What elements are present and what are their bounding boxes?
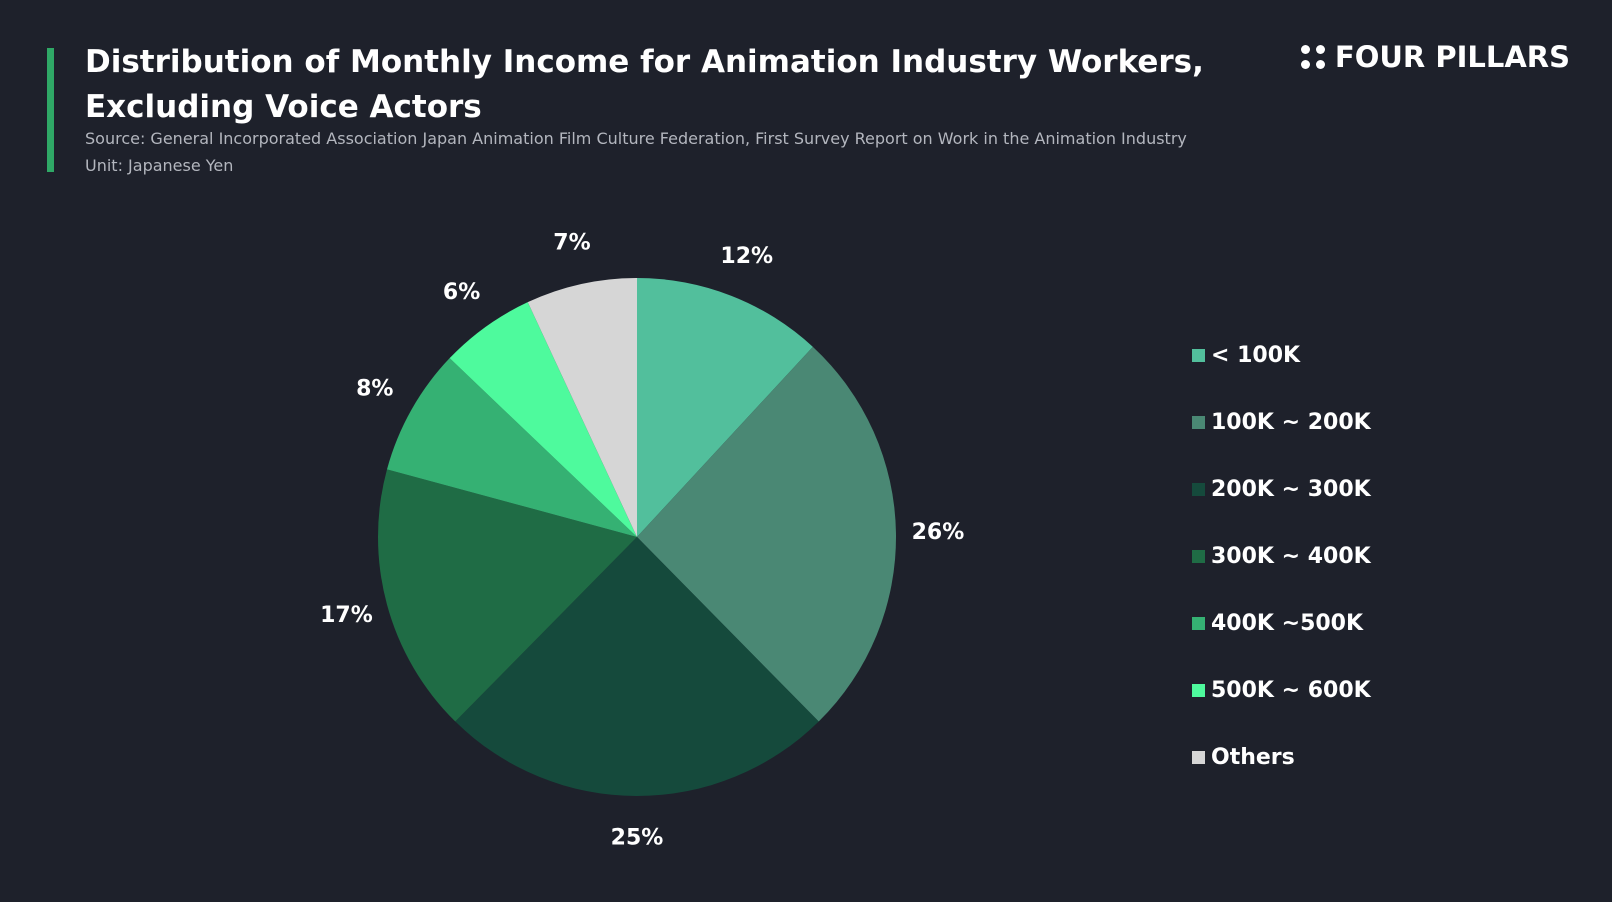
slice-data-label: 7%: [553, 231, 590, 256]
pie-slice-3: [378, 469, 637, 722]
chart-unit: Unit: Japanese Yen: [85, 156, 234, 175]
legend-label: 300K ~ 400K: [1211, 544, 1371, 569]
legend-label: 400K ~500K: [1211, 611, 1364, 636]
legend-swatch: [1192, 550, 1205, 563]
legend-label: < 100K: [1211, 343, 1301, 368]
legend-item: Others: [1192, 724, 1371, 791]
slice-data-label: 17%: [320, 603, 373, 628]
legend-label: Others: [1211, 745, 1295, 770]
slice-data-label: 8%: [356, 377, 393, 402]
legend-label: 200K ~ 300K: [1211, 477, 1371, 502]
title-accent-bar: [47, 48, 54, 172]
pie-slice-1: [637, 346, 896, 722]
legend-label: 100K ~ 200K: [1211, 410, 1371, 435]
pie-slice-6: [527, 278, 637, 537]
brand-logo: FOUR PILLARS: [1300, 40, 1570, 74]
four-dots-logo-icon: [1300, 45, 1325, 69]
pie-slices: [378, 278, 896, 796]
chart-legend: < 100K 100K ~ 200K 200K ~ 300K 300K ~ 400K 4…: [1192, 322, 1371, 791]
legend-swatch: [1192, 349, 1205, 362]
legend-item: 500K ~ 600K: [1192, 657, 1371, 724]
legend-swatch: [1192, 617, 1205, 630]
chart-source: Source: General Incorporated Association…: [85, 129, 1187, 148]
legend-swatch: [1192, 751, 1205, 764]
legend-item: < 100K: [1192, 322, 1371, 389]
legend-item: 100K ~ 200K: [1192, 389, 1371, 456]
slice-data-label: 12%: [720, 244, 773, 269]
slice-data-label: 25%: [611, 826, 664, 851]
slice-data-label: 26%: [912, 520, 965, 545]
pie-slice-5: [449, 302, 637, 537]
chart-title: Distribution of Monthly Income for Anima…: [85, 44, 1204, 125]
brand-name: FOUR PILLARS: [1334, 40, 1570, 74]
legend-item: 300K ~ 400K: [1192, 523, 1371, 590]
slice-data-label: 6%: [443, 280, 480, 305]
legend-item: 200K ~ 300K: [1192, 456, 1371, 523]
pie-slice-2: [455, 537, 819, 796]
legend-swatch: [1192, 684, 1205, 697]
pie-labels: 12% 26% 25% 17% 8% 6% 7%: [320, 231, 964, 851]
legend-item: 400K ~500K: [1192, 590, 1371, 657]
pie-slice-4: [386, 358, 637, 537]
legend-swatch: [1192, 416, 1205, 429]
legend-label: 500K ~ 600K: [1211, 678, 1371, 703]
pie-slice-0: [637, 278, 813, 537]
legend-swatch: [1192, 483, 1205, 496]
